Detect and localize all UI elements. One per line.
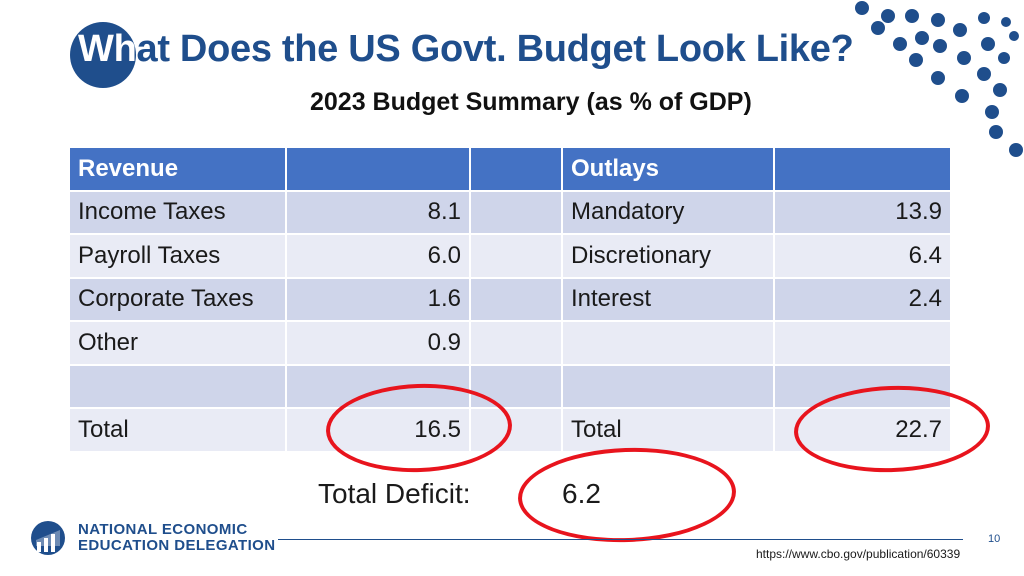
table-row	[68, 363, 952, 409]
header-cell: Revenue	[68, 146, 287, 192]
table-row: Income Taxes 8.1 Mandatory 13.9	[68, 189, 952, 235]
table-cell: Income Taxes	[68, 189, 287, 235]
title-lead: Wh	[78, 28, 137, 70]
deficit-highlight-circle	[516, 444, 738, 546]
table-cell	[773, 320, 952, 366]
slide-subtitle: 2023 Budget Summary (as % of GDP)	[310, 88, 752, 116]
table-cell: Other	[68, 320, 287, 366]
deficit-value: 6.2	[562, 478, 601, 509]
table-cell	[469, 363, 563, 409]
table-header-row: Revenue Outlays	[68, 146, 952, 192]
header-cell	[285, 146, 471, 192]
table-cell: 13.9	[773, 189, 952, 235]
table-cell: Total	[561, 407, 775, 453]
table-cell: 0.9	[285, 320, 471, 366]
nation-logo-text: NATIONAL ECONOMIC EDUCATION DELEGATION	[78, 522, 275, 554]
table-cell: 2.4	[773, 276, 952, 322]
decorative-dot-pattern	[855, 1, 1023, 157]
table-row: Corporate Taxes 1.6 Interest 2.4	[68, 276, 952, 322]
table-cell: 16.5	[285, 407, 471, 453]
table-row-total: Total 16.5 Total 22.7	[68, 407, 952, 453]
table-row: Payroll Taxes 6.0 Discretionary 6.4	[68, 233, 952, 279]
table-cell	[469, 233, 563, 279]
logo-line-1: NATIONAL ECONOMIC	[78, 521, 248, 538]
slide-title: What Does the US Govt. Budget Look Like?	[78, 28, 854, 71]
page-number: 10	[988, 533, 1001, 545]
table-cell	[469, 276, 563, 322]
footer-divider	[278, 539, 963, 540]
header-cell: Outlays	[561, 146, 775, 192]
table-cell	[561, 363, 775, 409]
table-cell: 1.6	[285, 276, 471, 322]
header-cell	[469, 146, 563, 192]
table-cell: 8.1	[285, 189, 471, 235]
logo-line-2: EDUCATION DELEGATION	[78, 537, 276, 554]
budget-summary-table: Revenue Outlays Income Taxes 8.1 Mandato…	[68, 146, 952, 453]
table-cell: Discretionary	[561, 233, 775, 279]
table-cell: Total	[68, 407, 287, 453]
table-cell	[469, 407, 563, 453]
table-cell: 22.7	[773, 407, 952, 453]
table-cell	[469, 320, 563, 366]
table-cell	[469, 189, 563, 235]
source-link[interactable]: https://www.cbo.gov/publication/60339	[756, 547, 961, 561]
table-row: Other 0.9	[68, 320, 952, 366]
table-cell: Mandatory	[561, 189, 775, 235]
table-cell	[285, 363, 471, 409]
deficit-label: Total Deficit:	[318, 478, 471, 509]
nation-logo-icon	[31, 521, 65, 555]
table-cell	[561, 320, 775, 366]
table-cell	[773, 363, 952, 409]
table-cell: 6.4	[773, 233, 952, 279]
table-cell: Interest	[561, 276, 775, 322]
table-cell: Corporate Taxes	[68, 276, 287, 322]
header-cell	[773, 146, 952, 192]
table-cell: Payroll Taxes	[68, 233, 287, 279]
table-cell: 6.0	[285, 233, 471, 279]
table-cell	[68, 363, 287, 409]
title-rest: at Does the US Govt. Budget Look Like?	[136, 28, 854, 70]
title-circle-accent	[70, 22, 136, 88]
